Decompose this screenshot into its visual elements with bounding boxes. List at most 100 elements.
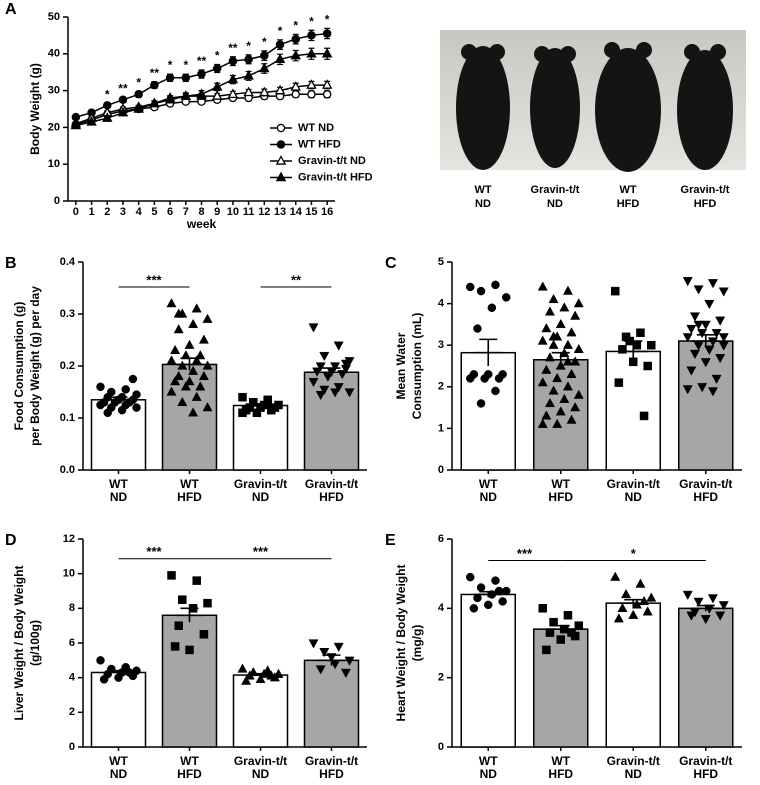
legend-label: Gravin-t/t HFD (298, 171, 373, 183)
x-tick-label: 8 (198, 206, 204, 218)
photo-caption: WT (619, 184, 636, 196)
data-point (476, 583, 486, 592)
data-point (491, 280, 500, 290)
data-point (693, 320, 704, 330)
data-point (686, 366, 697, 376)
x-tick-label: HFD (177, 490, 202, 504)
x-axis-label: week (186, 217, 217, 231)
y-axis-label: Body Weight (g) (28, 63, 42, 155)
data-point (227, 73, 239, 84)
legend-marker (276, 140, 286, 149)
panel-label: D (5, 532, 17, 549)
error-bar (619, 598, 648, 607)
photo-caption: HFD (694, 198, 717, 210)
data-point (170, 376, 181, 386)
x-tick-label: ND (480, 490, 498, 504)
data-point (544, 306, 555, 316)
data-point (682, 277, 693, 287)
y-tick-label: 1 (438, 422, 444, 434)
x-tick-label: WT (479, 754, 498, 768)
y-tick-label: 6 (438, 533, 444, 545)
bar (161, 614, 218, 748)
data-point (548, 339, 559, 349)
data-point (188, 365, 199, 375)
photo (440, 30, 746, 172)
data-point (308, 639, 319, 649)
significance: * (246, 39, 251, 53)
data-point (610, 571, 621, 581)
data-point (562, 339, 573, 349)
data-point (321, 47, 333, 58)
data-point (173, 324, 184, 334)
data-point (538, 604, 547, 613)
data-point (544, 397, 555, 408)
data-point (134, 90, 143, 99)
error-bar (546, 351, 575, 367)
data-point (466, 572, 475, 582)
data-point (707, 387, 718, 397)
x-tick-label: Gravin-t/t (679, 754, 732, 768)
error-bar (246, 403, 275, 408)
data-point (274, 53, 286, 64)
x-tick-label: WT (109, 477, 128, 491)
y-tick-label: 50 (48, 11, 60, 23)
x-tick-label: ND (625, 767, 643, 781)
data-point (252, 408, 262, 418)
data-point (542, 645, 551, 655)
x-tick-label: 9 (214, 206, 220, 218)
data-point (718, 333, 729, 343)
data-point (263, 395, 272, 405)
data-point (466, 282, 475, 292)
significance: ** (150, 66, 160, 80)
y-axis-label: Liver Weight / Body Weight (12, 566, 26, 721)
data-point (498, 597, 507, 606)
data-point (704, 345, 715, 355)
data-point (563, 611, 573, 620)
y-tick-label: 3 (438, 339, 444, 351)
data-point (121, 385, 130, 394)
y-tick-label: 8 (69, 602, 75, 614)
data-point (643, 361, 652, 371)
legend-label: WT ND (298, 122, 334, 134)
x-tick-label: WT (479, 477, 498, 491)
data-point (502, 293, 511, 302)
photo-caption: ND (547, 198, 563, 210)
data-point (689, 312, 700, 322)
data-point (704, 299, 715, 310)
data-point (259, 62, 270, 73)
data-point (466, 374, 475, 383)
y-tick-label: 20 (48, 121, 60, 133)
x-tick-label: ND (110, 490, 128, 504)
data-point (573, 343, 584, 354)
data-point (319, 351, 330, 362)
data-point (117, 106, 129, 117)
data-point (566, 327, 577, 337)
data-point (177, 396, 188, 407)
data-point (562, 381, 573, 391)
data-point (149, 97, 160, 108)
significance: ** (118, 81, 128, 95)
data-point (340, 359, 351, 369)
x-tick-label: HFD (548, 490, 573, 504)
data-point (340, 668, 351, 678)
data-point (469, 604, 479, 613)
x-tick-label: Gravin-t/t (679, 477, 732, 491)
data-point (711, 329, 722, 339)
y-tick-label: 0 (69, 741, 75, 753)
data-point (555, 318, 566, 329)
data-point (319, 648, 330, 658)
data-point (306, 79, 317, 89)
data-point (556, 635, 565, 644)
x-tick-label: Gravin-t/t (234, 754, 287, 768)
x-tick-label: HFD (319, 490, 344, 504)
data-point (180, 381, 191, 391)
significance: ** (228, 41, 238, 55)
x-tick-label: ND (252, 490, 270, 504)
x-tick-label: HFD (319, 767, 344, 781)
error-bar (104, 669, 133, 675)
data-point (188, 407, 199, 417)
data-point (686, 324, 697, 335)
data-point (319, 385, 330, 395)
x-tick-label: ND (625, 490, 643, 504)
data-point (621, 588, 632, 599)
